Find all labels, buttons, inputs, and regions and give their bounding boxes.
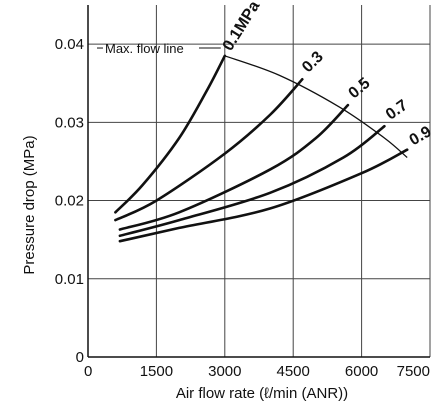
y-tick-label: 0.02 — [55, 193, 84, 210]
x-tick-label: 4500 — [277, 363, 310, 380]
series-line-2 — [118, 103, 350, 231]
y-axis-title: Pressure drop (MPa) — [21, 135, 38, 274]
max-flow-line-label: Max. flow line — [105, 41, 184, 56]
x-tick-label: 0 — [84, 363, 92, 380]
x-tick-label: 6000 — [345, 363, 378, 380]
series-line-1 — [114, 78, 304, 222]
max-flow-line — [224, 55, 408, 158]
y-tick-label: 0.04 — [55, 36, 84, 53]
series-line-0 — [114, 54, 227, 214]
max-flow-line-group: Max. flow line — [97, 41, 408, 158]
y-tick-label: 0 — [76, 349, 84, 366]
series-line-4 — [118, 148, 409, 243]
y-tick-label: 0.03 — [55, 114, 84, 131]
grid-lines — [87, 5, 431, 358]
x-tick-label: 1500 — [140, 363, 173, 380]
series-line-3 — [118, 124, 386, 238]
y-tick-label: 0.01 — [55, 271, 84, 288]
x-axis-title: Air flow rate (ℓ/min (ANR)) — [176, 385, 348, 402]
x-tick-label: 3000 — [208, 363, 241, 380]
tick-labels: 0 1500 3000 4500 6000 7500 0 0.01 0.02 0.03 0.04 — [55, 36, 430, 380]
x-tick-label: 7500 — [397, 363, 430, 380]
